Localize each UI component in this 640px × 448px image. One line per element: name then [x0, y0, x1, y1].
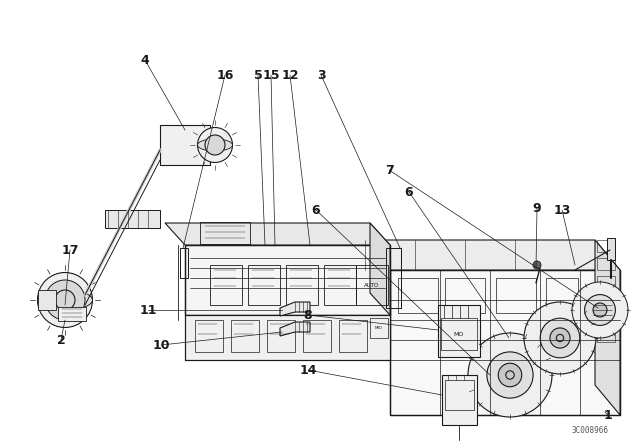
Bar [200, 222, 250, 244]
Circle shape [468, 333, 552, 417]
Circle shape [550, 328, 570, 348]
Bar [185, 315, 390, 360]
Circle shape [540, 318, 580, 358]
Circle shape [533, 261, 541, 269]
Bar [210, 265, 242, 305]
Bar [185, 245, 390, 315]
Text: 14: 14 [300, 363, 317, 376]
Bar [180, 248, 188, 278]
Ellipse shape [468, 366, 552, 384]
Bar [267, 320, 295, 352]
Text: AUTO: AUTO [364, 283, 380, 288]
Bar [105, 210, 160, 228]
Bar [195, 320, 223, 352]
Text: 13: 13 [554, 203, 571, 216]
Polygon shape [185, 315, 390, 360]
Text: 1: 1 [604, 409, 612, 422]
Circle shape [584, 295, 616, 325]
Polygon shape [595, 240, 620, 415]
Text: 17: 17 [61, 244, 79, 257]
Bar [597, 258, 615, 270]
Bar [286, 265, 318, 305]
Ellipse shape [572, 304, 628, 315]
Bar [231, 320, 259, 352]
Polygon shape [280, 302, 310, 316]
Polygon shape [365, 240, 620, 270]
Text: 6: 6 [404, 185, 413, 198]
Bar [597, 312, 615, 324]
Bar [160, 125, 210, 165]
Polygon shape [280, 322, 310, 336]
Bar [324, 265, 356, 305]
Polygon shape [185, 245, 390, 315]
Bar [597, 330, 615, 342]
Text: 16: 16 [216, 69, 234, 82]
Text: 8: 8 [304, 309, 312, 322]
Bar [390, 270, 620, 415]
Ellipse shape [38, 290, 93, 310]
Text: 3: 3 [317, 69, 325, 82]
Circle shape [499, 363, 522, 387]
Bar [339, 320, 367, 352]
Text: 9: 9 [532, 202, 541, 215]
Text: 3C008966: 3C008966 [571, 426, 608, 435]
Text: 12: 12 [281, 69, 299, 82]
Bar [607, 238, 615, 260]
Bar [38, 290, 56, 310]
Ellipse shape [38, 272, 93, 327]
Bar [597, 276, 615, 288]
Bar [58, 307, 86, 321]
Circle shape [45, 280, 85, 320]
Bar [356, 265, 388, 305]
Circle shape [487, 352, 533, 398]
Bar [438, 305, 480, 357]
Circle shape [205, 135, 225, 155]
Bar [445, 278, 485, 313]
Text: 10: 10 [152, 339, 170, 352]
Text: 11: 11 [140, 303, 157, 316]
Bar [590, 300, 615, 320]
Text: 4: 4 [141, 53, 149, 66]
Circle shape [593, 303, 607, 317]
Bar [597, 294, 615, 306]
Ellipse shape [524, 331, 596, 345]
Bar [370, 318, 388, 338]
Text: 15: 15 [262, 69, 280, 82]
Ellipse shape [198, 128, 232, 163]
Bar [445, 380, 474, 410]
Polygon shape [390, 270, 620, 415]
Bar [398, 278, 438, 313]
Bar [597, 240, 615, 252]
Polygon shape [165, 223, 390, 245]
Ellipse shape [198, 139, 232, 151]
Text: 5: 5 [253, 69, 262, 82]
Bar [496, 278, 536, 313]
Bar [303, 320, 331, 352]
Bar [248, 265, 280, 305]
Bar [441, 318, 477, 350]
Text: 6: 6 [312, 203, 320, 216]
Text: MO: MO [454, 332, 464, 336]
Polygon shape [370, 223, 390, 315]
Bar [386, 248, 401, 308]
Circle shape [524, 302, 596, 374]
Text: 2: 2 [56, 333, 65, 346]
Text: 7: 7 [385, 164, 394, 177]
Bar [442, 375, 477, 425]
Bar [546, 278, 578, 313]
Text: MIO: MIO [375, 326, 383, 330]
Circle shape [572, 282, 628, 338]
